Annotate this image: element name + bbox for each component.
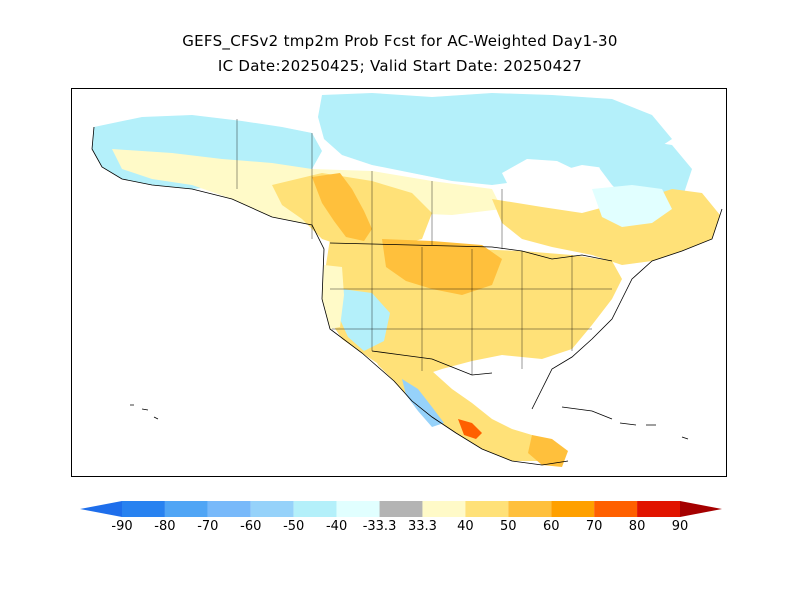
map-title: GEFS_CFSv2 tmp2m Prob Fcst for AC-Weight… (182, 32, 618, 50)
colorbar-tick-label: 70 (586, 519, 603, 534)
canada-province-boundaries (236, 119, 503, 249)
probability-map (72, 89, 726, 476)
colorbar-swatch (122, 501, 165, 517)
colorbar-tick-label: -33.3 (363, 519, 397, 534)
colorbar-arrow-left (80, 501, 122, 517)
colorbar-swatch (594, 501, 638, 517)
colorbar-tick-label: -60 (240, 519, 261, 534)
coastline-west (91, 126, 569, 466)
colorbar-swatch (508, 501, 552, 517)
greenland-water (692, 93, 726, 129)
arctic-archipelago-cool (318, 93, 672, 185)
colorbar-tick-label: 80 (629, 519, 646, 534)
colorbar-tick-label: -80 (154, 519, 175, 534)
hudson-bay-water (502, 159, 592, 207)
caribbean-islands (561, 406, 689, 440)
colorbar-arrow-right (680, 501, 722, 517)
colorbar-tick-label: -50 (283, 519, 304, 534)
colorbar-swatch (551, 501, 595, 517)
us-canada-border (329, 242, 613, 262)
map-panel (71, 88, 727, 477)
colorbar-swatch (207, 501, 251, 517)
colorbar-tick-label: -70 (197, 519, 218, 534)
hawaii-islands (130, 404, 159, 420)
colorbar-swatch (637, 501, 680, 517)
colorbar-tick-label: -40 (326, 519, 347, 534)
southern-mexico-strong-warm (458, 419, 482, 439)
colorbar-swatch (293, 501, 337, 517)
colorbar-swatch (379, 501, 423, 517)
us-mexico-border (371, 350, 493, 376)
colorbar-tick-label: 40 (457, 519, 474, 534)
colorbar-swatch (465, 501, 509, 517)
colorbar-swatch (164, 501, 208, 517)
colorbar-tick-label: 33.3 (408, 519, 437, 534)
map-subtitle: IC Date:20250425; Valid Start Date: 2025… (217, 57, 583, 75)
labrador-cool (592, 185, 672, 227)
colorbar-swatch (250, 501, 294, 517)
central-america-warm (528, 435, 568, 467)
colorbar-swatch (336, 501, 380, 517)
colorbar-tick-label: 50 (500, 519, 517, 534)
canadian-rockies-strong-warm (312, 173, 372, 241)
coastline-east (531, 208, 723, 410)
mexico-pacific-cool (402, 379, 444, 427)
pacific-coast-warm (322, 265, 344, 329)
mexico-warm (372, 351, 552, 461)
colorbar-tick-label: 90 (672, 519, 689, 534)
colorbar-tick-label: 60 (543, 519, 560, 534)
state-boundaries (330, 245, 612, 375)
southwest-cool-pocket (338, 289, 390, 351)
colorbar-swatch (422, 501, 466, 517)
colorbar-tick-label: -90 (111, 519, 132, 534)
